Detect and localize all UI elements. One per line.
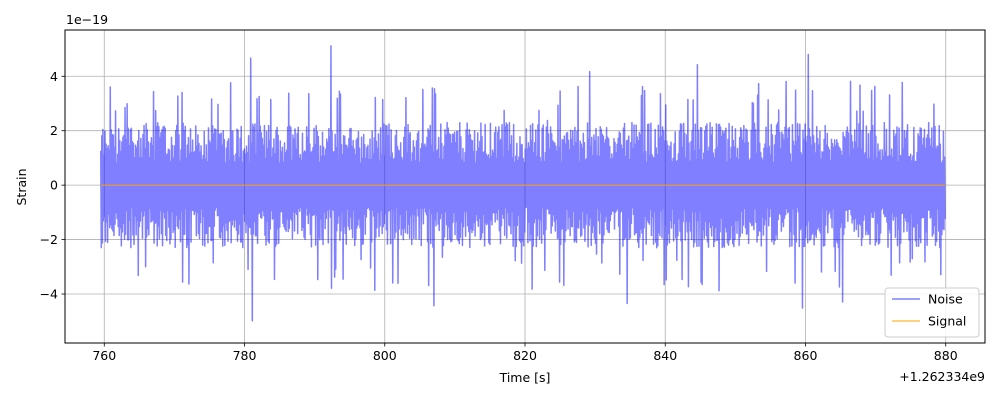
legend-noise-label: Noise (928, 292, 963, 307)
legend-signal-label: Signal (928, 314, 966, 329)
y-tick-label: −2 (40, 232, 58, 247)
y-tick-label: 2 (50, 123, 58, 138)
x-tick-label: 760 (92, 348, 116, 363)
y-scale-label: 1e−19 (66, 12, 108, 27)
x-tick-label: 840 (653, 348, 677, 363)
noise-series-line (100, 45, 946, 322)
x-axis-label: Time [s] (499, 370, 551, 385)
y-tick-label: 4 (50, 69, 58, 84)
y-axis-label: Strain (14, 168, 29, 205)
tick-marks: 760 780 800 820 840 860 880 −4 −2 0 2 4 (40, 69, 958, 363)
legend-box (884, 287, 980, 338)
plot-area (100, 45, 946, 322)
x-tick-label: 800 (373, 348, 397, 363)
x-tick-label: 780 (233, 348, 257, 363)
y-tick-label: 0 (50, 178, 58, 193)
x-tick-label: 860 (794, 348, 818, 363)
x-offset-label: +1.262334e9 (899, 369, 985, 384)
legend: Noise Signal (884, 287, 980, 338)
y-tick-label: −4 (40, 287, 58, 302)
x-tick-label: 880 (934, 348, 958, 363)
x-tick-label: 820 (513, 348, 537, 363)
